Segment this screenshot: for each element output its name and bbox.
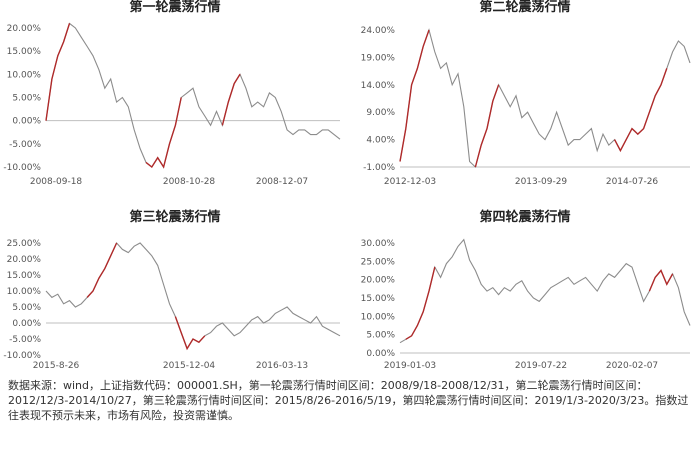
y-tick-label: 20.00% [7, 255, 42, 265]
chart-title: 第三轮震荡行情 [129, 210, 221, 225]
x-tick-label: 2008-12-07 [256, 177, 308, 187]
highlight-segment [86, 242, 118, 298]
series-line [45, 242, 341, 350]
chart-panel-round-1: 第一轮震荡行情 20.00% 15.00% 10.00% 5.00% 0.00% -5.0… [0, 0, 350, 190]
highlight-segment [174, 316, 206, 351]
y-tick-label: 20.00% [361, 276, 396, 286]
line-chart-round-2: 24.00% 19.00% 14.00% 9.00% 4.00% -1.00% 2012-1… [361, 26, 691, 187]
y-tick-label: 30.00% [361, 239, 396, 249]
x-tick-label: 2008-09-18 [30, 177, 83, 187]
y-tick-label: 24.00% [361, 26, 396, 36]
chart-panel-round-3: 第三轮震荡行情 25.00% 20.00% 15.00% 10.00% 5.00% 0.0… [0, 210, 350, 375]
x-tick-label: 2014-07-26 [606, 177, 659, 187]
series-line [399, 238, 691, 344]
line-chart-round-4: 30.00% 25.00% 20.00% 15.00% 10.00% 5.00% 0.00%… [361, 238, 691, 371]
y-tick-label: 5.00% [366, 331, 395, 341]
x-tick-label: 2020-02-07 [606, 361, 658, 371]
x-tick-label: 2015-8-26 [33, 361, 80, 371]
y-tick-label: 25.00% [7, 239, 42, 249]
chart-panel-round-4: 第四轮震荡行情 30.00% 25.00% 20.00% 15.00% 10.00% 5.… [350, 210, 700, 375]
y-tick-label: 14.00% [361, 81, 396, 91]
y-tick-label: 15.00% [7, 271, 42, 281]
y-tick-label: 0.00% [12, 117, 41, 127]
series-line [399, 28, 691, 169]
y-tick-label: -10.00% [3, 351, 41, 361]
highlight-segment [221, 73, 241, 126]
chart-title: 第一轮震荡行情 [129, 0, 221, 15]
y-tick-label: 25.00% [361, 257, 396, 267]
highlight-segment [45, 23, 71, 121]
line-chart-round-1: 20.00% 15.00% 10.00% 5.00% 0.00% -5.00% -10.00… [3, 22, 341, 187]
y-tick-label: 5.00% [12, 94, 41, 104]
y-tick-label: -5.00% [9, 335, 41, 345]
y-tick-label: 4.00% [366, 136, 395, 146]
y-tick-label: -10.00% [3, 163, 41, 173]
x-tick-label: 2016-03-13 [256, 361, 308, 371]
x-tick-label: 2019-01-03 [384, 361, 436, 371]
highlight-segment [613, 68, 668, 153]
source-footnote: 数据来源：wind，上证指数代码：000001.SH，第一轮震荡行情时间区间：2… [8, 379, 689, 422]
highlight-segment [145, 97, 182, 169]
chart-panel-round-2: 第二轮震荡行情 24.00% 19.00% 14.00% 9.00% 4.00% -1.0… [350, 0, 700, 190]
y-tick-label: 15.00% [7, 47, 42, 57]
y-tick-label: 19.00% [361, 53, 396, 63]
y-tick-label: 10.00% [361, 312, 396, 322]
highlight-segment [474, 84, 500, 168]
x-tick-label: 2012-12-03 [384, 177, 436, 187]
y-tick-label: 0.00% [366, 349, 395, 359]
y-tick-label: 0.00% [12, 319, 41, 329]
highlight-segment [648, 269, 674, 292]
y-tick-label: -1.00% [363, 163, 395, 173]
x-tick-label: 2013-09-29 [515, 177, 568, 187]
y-tick-label: 5.00% [12, 303, 41, 313]
line-chart-round-3: 25.00% 20.00% 15.00% 10.00% 5.00% 0.00% -5.00%… [3, 239, 341, 371]
x-tick-label: 2019-07-22 [515, 361, 567, 371]
x-tick-label: 2008-10-28 [163, 177, 216, 187]
y-tick-label: 15.00% [361, 294, 396, 304]
y-tick-label: 10.00% [7, 287, 42, 297]
chart-title: 第二轮震荡行情 [479, 0, 571, 15]
x-tick-label: 2015-12-04 [163, 361, 216, 371]
highlight-segment [405, 266, 436, 340]
highlight-segment [399, 29, 430, 162]
y-tick-label: 20.00% [7, 24, 42, 34]
series-line [45, 22, 341, 169]
y-tick-label: -5.00% [9, 140, 41, 150]
y-tick-label: 10.00% [7, 70, 42, 80]
chart-title: 第四轮震荡行情 [479, 210, 571, 225]
y-tick-label: 9.00% [366, 108, 395, 118]
